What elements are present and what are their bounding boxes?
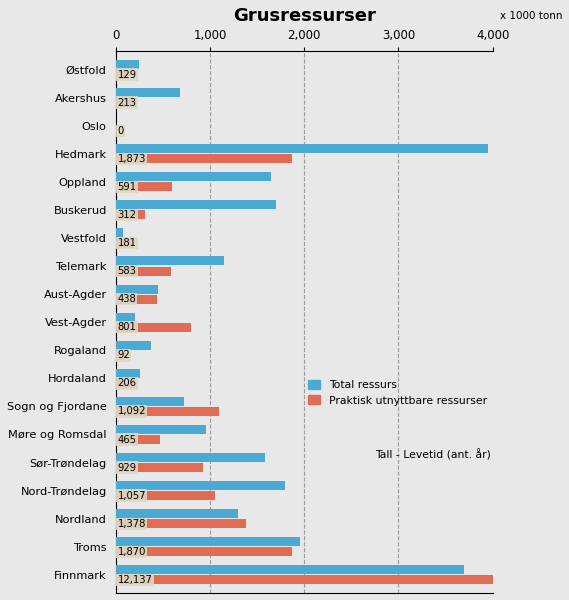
Bar: [116, 407, 218, 416]
Text: 92: 92: [118, 350, 130, 361]
Text: 1,378: 1,378: [118, 519, 146, 529]
Bar: [116, 239, 133, 248]
Bar: [116, 182, 171, 191]
Text: Tall - Levetid (ant. år): Tall - Levetid (ant. år): [375, 449, 490, 461]
Text: 12,137: 12,137: [118, 575, 152, 585]
Text: 213: 213: [118, 98, 137, 107]
Text: 1,092: 1,092: [118, 406, 146, 416]
Bar: [116, 537, 299, 546]
Bar: [116, 425, 207, 434]
Bar: [116, 295, 157, 304]
Text: 1,870: 1,870: [118, 547, 146, 557]
Bar: [116, 266, 171, 275]
Bar: [116, 369, 141, 378]
Bar: [116, 351, 125, 360]
Text: 312: 312: [118, 210, 137, 220]
Text: 206: 206: [118, 379, 137, 388]
Text: 1,057: 1,057: [118, 491, 146, 500]
Text: 583: 583: [118, 266, 137, 276]
Bar: [116, 341, 151, 350]
Bar: [116, 60, 139, 69]
Bar: [116, 379, 135, 388]
Bar: [116, 397, 184, 406]
Text: 1,873: 1,873: [118, 154, 146, 164]
Bar: [116, 565, 464, 574]
Text: 465: 465: [118, 434, 137, 445]
Bar: [116, 144, 488, 153]
Bar: [116, 200, 276, 209]
Bar: [116, 491, 216, 500]
Text: 0: 0: [118, 126, 124, 136]
Text: 438: 438: [118, 294, 137, 304]
Title: Grusressurser: Grusressurser: [233, 7, 376, 25]
Bar: [116, 453, 265, 462]
Bar: [116, 481, 286, 490]
Bar: [116, 575, 493, 584]
Bar: [116, 98, 136, 107]
Text: 591: 591: [118, 182, 137, 192]
Bar: [116, 229, 123, 238]
Bar: [116, 463, 203, 472]
Bar: [116, 70, 128, 79]
Text: 801: 801: [118, 322, 137, 332]
Bar: [116, 313, 135, 322]
Bar: [116, 284, 158, 293]
Bar: [116, 154, 292, 163]
Bar: [116, 435, 160, 444]
Bar: [116, 172, 271, 181]
Bar: [116, 88, 180, 97]
Text: 929: 929: [118, 463, 137, 473]
Text: x 1000 tonn: x 1000 tonn: [500, 11, 562, 21]
Bar: [116, 509, 238, 518]
Text: 181: 181: [118, 238, 137, 248]
Bar: [116, 547, 292, 556]
Bar: [116, 519, 246, 528]
Bar: [116, 211, 145, 220]
Text: 129: 129: [118, 70, 137, 80]
Legend: Total ressurs, Praktisk utnyttbare ressurser: Total ressurs, Praktisk utnyttbare ressu…: [308, 380, 487, 406]
Bar: [116, 256, 224, 265]
Bar: [116, 323, 191, 332]
